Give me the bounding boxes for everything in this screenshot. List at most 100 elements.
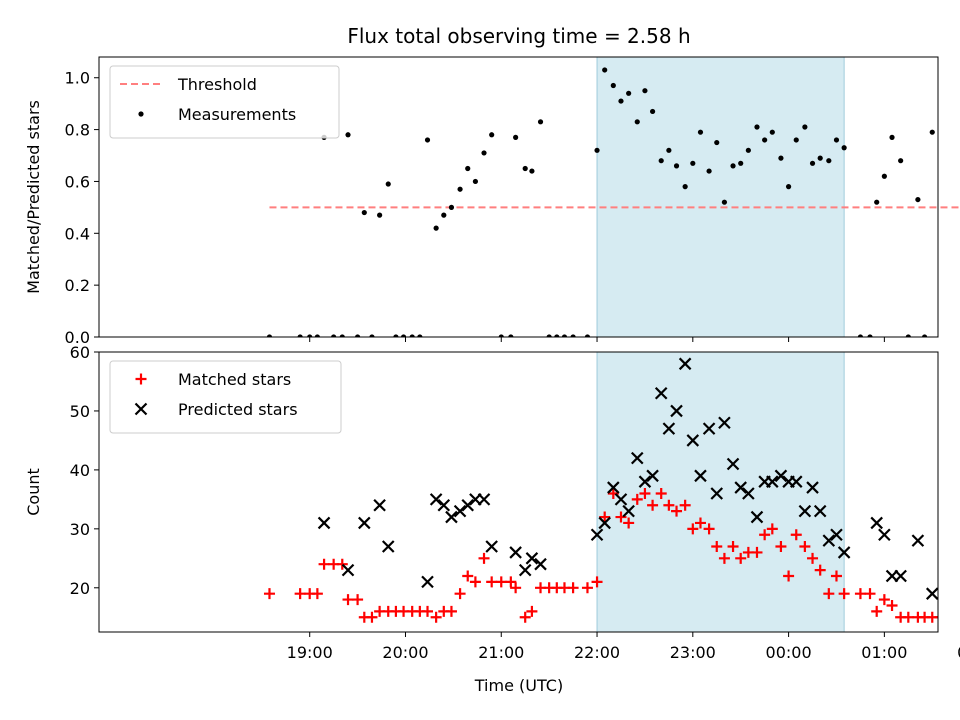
top-legend: Threshold Measurements [109,65,340,139]
bottom-data-marks [263,357,953,623]
bottom-series-1-point-50 [870,516,883,530]
bottom-series-0-point-79 [934,616,938,619]
bottom-series-0-point-22 [462,570,474,582]
top-series-0-point-55 [738,160,744,166]
bottom-series-1-point-14 [509,546,522,559]
bottom-legend-label-0: Matched stars [178,370,291,389]
top-series-0-point-19 [441,212,447,218]
top-series-0-point-65 [817,155,823,161]
chart-title: Flux total observing time = 2.58 h [347,24,690,48]
top-series-0-point-76 [915,196,921,203]
bottom-series-0-point-72 [878,594,890,606]
x-tick-label-2: 21:00 [478,643,524,662]
bottom-y-tick-label-2: 40 [70,461,90,480]
bottom-series-1-point-48 [830,528,843,542]
bottom-series-1-point-20 [607,481,620,494]
bottom-series-0-point-17 [422,605,434,617]
bottom-plot-panel: 20 30 40 50 60 19:00 20:00 21:00 22:00 23:00 00:00… [70,343,960,662]
top-series-0-point-17 [424,137,431,143]
bottom-series-0-point-40 [615,511,627,523]
bottom-series-0-point-0 [263,588,275,600]
x-tick-label-6: 01:00 [861,643,907,662]
top-series-0-point-38 [602,67,608,73]
bottom-series-0-point-42 [631,493,643,505]
top-series-0-point-60 [778,155,784,161]
bottom-series-0-point-50 [694,517,706,529]
top-series-0-point-26 [498,334,504,337]
top-series-0-point-45 [658,158,664,164]
bottom-series-0-point-41 [623,517,635,529]
x-tick-label-0: 19:00 [287,643,333,662]
bottom-series-1-point-5 [421,575,434,589]
bottom-series-0-point-6 [336,558,348,570]
top-series-0-point-31 [537,119,544,125]
bottom-series-1-point-18 [590,528,604,542]
top-series-0-point-34 [561,334,568,337]
x-tick-label-1: 20:00 [382,643,428,662]
bottom-y-tick-label-4: 60 [70,343,90,362]
bottom-series-0-point-55 [735,552,747,564]
bottom-series-1-point-28 [670,404,683,418]
top-y-tick-label-3: 0.6 [65,172,90,191]
bottom-series-1-point-43 [789,475,803,488]
top-series-0-point-64 [809,160,816,166]
top-series-0-point-7 [345,132,351,138]
bottom-series-0-point-46 [663,499,675,511]
top-series-0-point-9 [361,209,367,216]
top-series-0-point-8 [354,334,361,337]
top-series-0-point-36 [584,334,591,337]
bottom-series-1-point-34 [718,416,731,430]
bottom-legend: Matched stars Predicted stars [109,360,342,434]
top-observing-window [596,56,845,338]
bottom-series-0-point-54 [727,541,739,553]
bottom-series-0-point-60 [775,541,787,553]
top-series-0-point-77 [921,334,928,337]
bottom-series-1-point-0 [317,516,331,530]
top-series-0-point-1 [297,334,303,337]
top-series-0-point-74 [898,158,904,164]
bottom-series-1-point-12 [477,493,491,506]
bottom-series-0-point-8 [352,594,364,606]
top-series-0-point-12 [385,181,391,187]
bottom-y-axis-label: Count [24,468,43,516]
top-series-0-point-14 [400,334,407,337]
bottom-series-0-point-67 [830,570,842,582]
bottom-observing-window [596,351,845,633]
top-series-0-point-75 [905,334,911,337]
bottom-series-1-point-17 [534,557,547,571]
bottom-series-1-point-35 [726,457,740,471]
bottom-series-1-point-38 [750,510,764,524]
top-series-0-point-63 [802,124,808,130]
bottom-series-0-point-70 [864,588,876,600]
bottom-series-0-point-53 [718,552,730,564]
top-legend-swatch-1 [138,111,144,117]
top-series-0-point-42 [634,119,640,125]
bottom-series-1-point-15 [518,563,532,577]
bottom-series-1-point-1 [341,563,355,577]
top-series-0-point-20 [448,204,455,210]
top-legend-label-0: Threshold [177,75,257,94]
top-series-0-point-15 [409,334,415,337]
top-series-0-point-35 [570,334,576,337]
bottom-series-0-point-57 [751,546,763,558]
top-series-0-point-10 [369,334,375,337]
bottom-series-0-point-1 [294,588,306,600]
bottom-series-1-point-49 [837,546,851,559]
bottom-series-1-point-54 [911,534,925,547]
bottom-series-0-point-68 [838,588,850,600]
bottom-series-0-point-58 [759,529,771,541]
x-axis-label: Time (UTC) [474,676,563,695]
top-series-0-point-13 [393,334,399,337]
top-series-0-point-71 [874,199,880,205]
top-series-0-point-59 [769,129,775,135]
bottom-series-1-point-3 [373,498,386,512]
bottom-series-1-point-26 [654,386,668,400]
bottom-series-0-point-51 [703,523,715,535]
top-series-0-point-47 [673,163,680,169]
bottom-series-0-point-18 [430,611,442,623]
top-series-0-point-46 [666,147,672,153]
bottom-series-0-point-80 [942,612,953,623]
bottom-series-1-point-6 [429,493,443,506]
bottom-series-0-point-59 [766,523,778,535]
bottom-series-0-point-47 [671,505,683,517]
